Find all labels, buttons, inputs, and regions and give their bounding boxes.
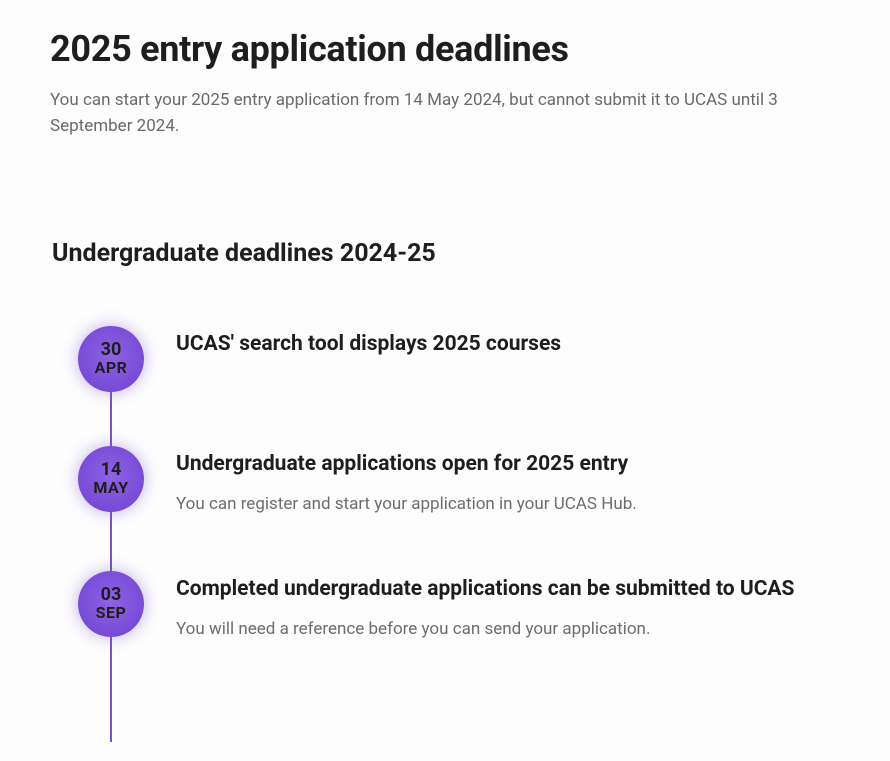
date-month: APR (95, 360, 128, 377)
date-month: MAY (93, 480, 128, 497)
date-bubble: 03 SEP (78, 571, 144, 637)
timeline-item: 03 SEP Completed undergraduate applicati… (78, 571, 840, 642)
timeline-item-title: UCAS' search tool displays 2025 courses (176, 330, 840, 358)
timeline-connector-line (110, 356, 112, 742)
timeline: 30 APR UCAS' search tool displays 2025 c… (50, 326, 840, 642)
timeline-item-title: Completed undergraduate applications can… (176, 575, 840, 603)
date-bubble: 14 MAY (78, 446, 144, 512)
page-intro: You can start your 2025 entry applicatio… (50, 88, 810, 139)
timeline-item: 30 APR UCAS' search tool displays 2025 c… (78, 326, 840, 392)
timeline-content: Undergraduate applications open for 2025… (176, 446, 840, 517)
timeline-item-desc: You will need a reference before you can… (176, 617, 840, 642)
timeline-item-desc: You can register and start your applicat… (176, 492, 840, 517)
page-title: 2025 entry application deadlines (50, 28, 840, 70)
timeline-content: Completed undergraduate applications can… (176, 571, 840, 642)
date-bubble: 30 APR (78, 326, 144, 392)
date-month: SEP (96, 605, 127, 622)
timeline-item-title: Undergraduate applications open for 2025… (176, 450, 840, 478)
section-title: Undergraduate deadlines 2024-25 (52, 239, 840, 268)
timeline-item: 14 MAY Undergraduate applications open f… (78, 446, 840, 517)
timeline-content: UCAS' search tool displays 2025 courses (176, 326, 840, 372)
